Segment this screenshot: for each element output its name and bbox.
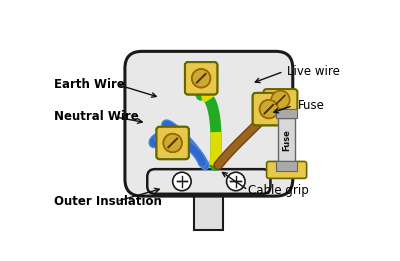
Circle shape [192,69,210,87]
Circle shape [226,172,245,191]
Bar [278,118,295,162]
Text: Fuse: Fuse [282,129,291,151]
FancyBboxPatch shape [253,93,285,125]
Circle shape [164,134,182,152]
Text: Cable grip: Cable grip [248,183,309,197]
Circle shape [271,91,290,109]
FancyBboxPatch shape [156,127,189,159]
FancyBboxPatch shape [125,51,293,196]
Circle shape [192,69,210,87]
FancyBboxPatch shape [147,169,270,194]
Bar [194,194,224,230]
FancyBboxPatch shape [264,89,297,111]
Text: Neutral Wire: Neutral Wire [54,110,139,123]
FancyBboxPatch shape [253,93,285,125]
FancyBboxPatch shape [156,127,189,159]
Bar [276,162,298,171]
FancyBboxPatch shape [267,162,307,178]
Bar [276,109,298,118]
Circle shape [260,100,278,118]
Text: Outer Insulation: Outer Insulation [54,195,162,208]
Circle shape [164,134,182,152]
Circle shape [173,172,191,191]
Text: Fuse: Fuse [297,99,324,112]
FancyBboxPatch shape [185,62,217,94]
FancyBboxPatch shape [185,62,217,94]
Circle shape [260,100,278,118]
Text: Live wire: Live wire [287,65,340,78]
Text: Earth Wire: Earth Wire [54,78,125,91]
